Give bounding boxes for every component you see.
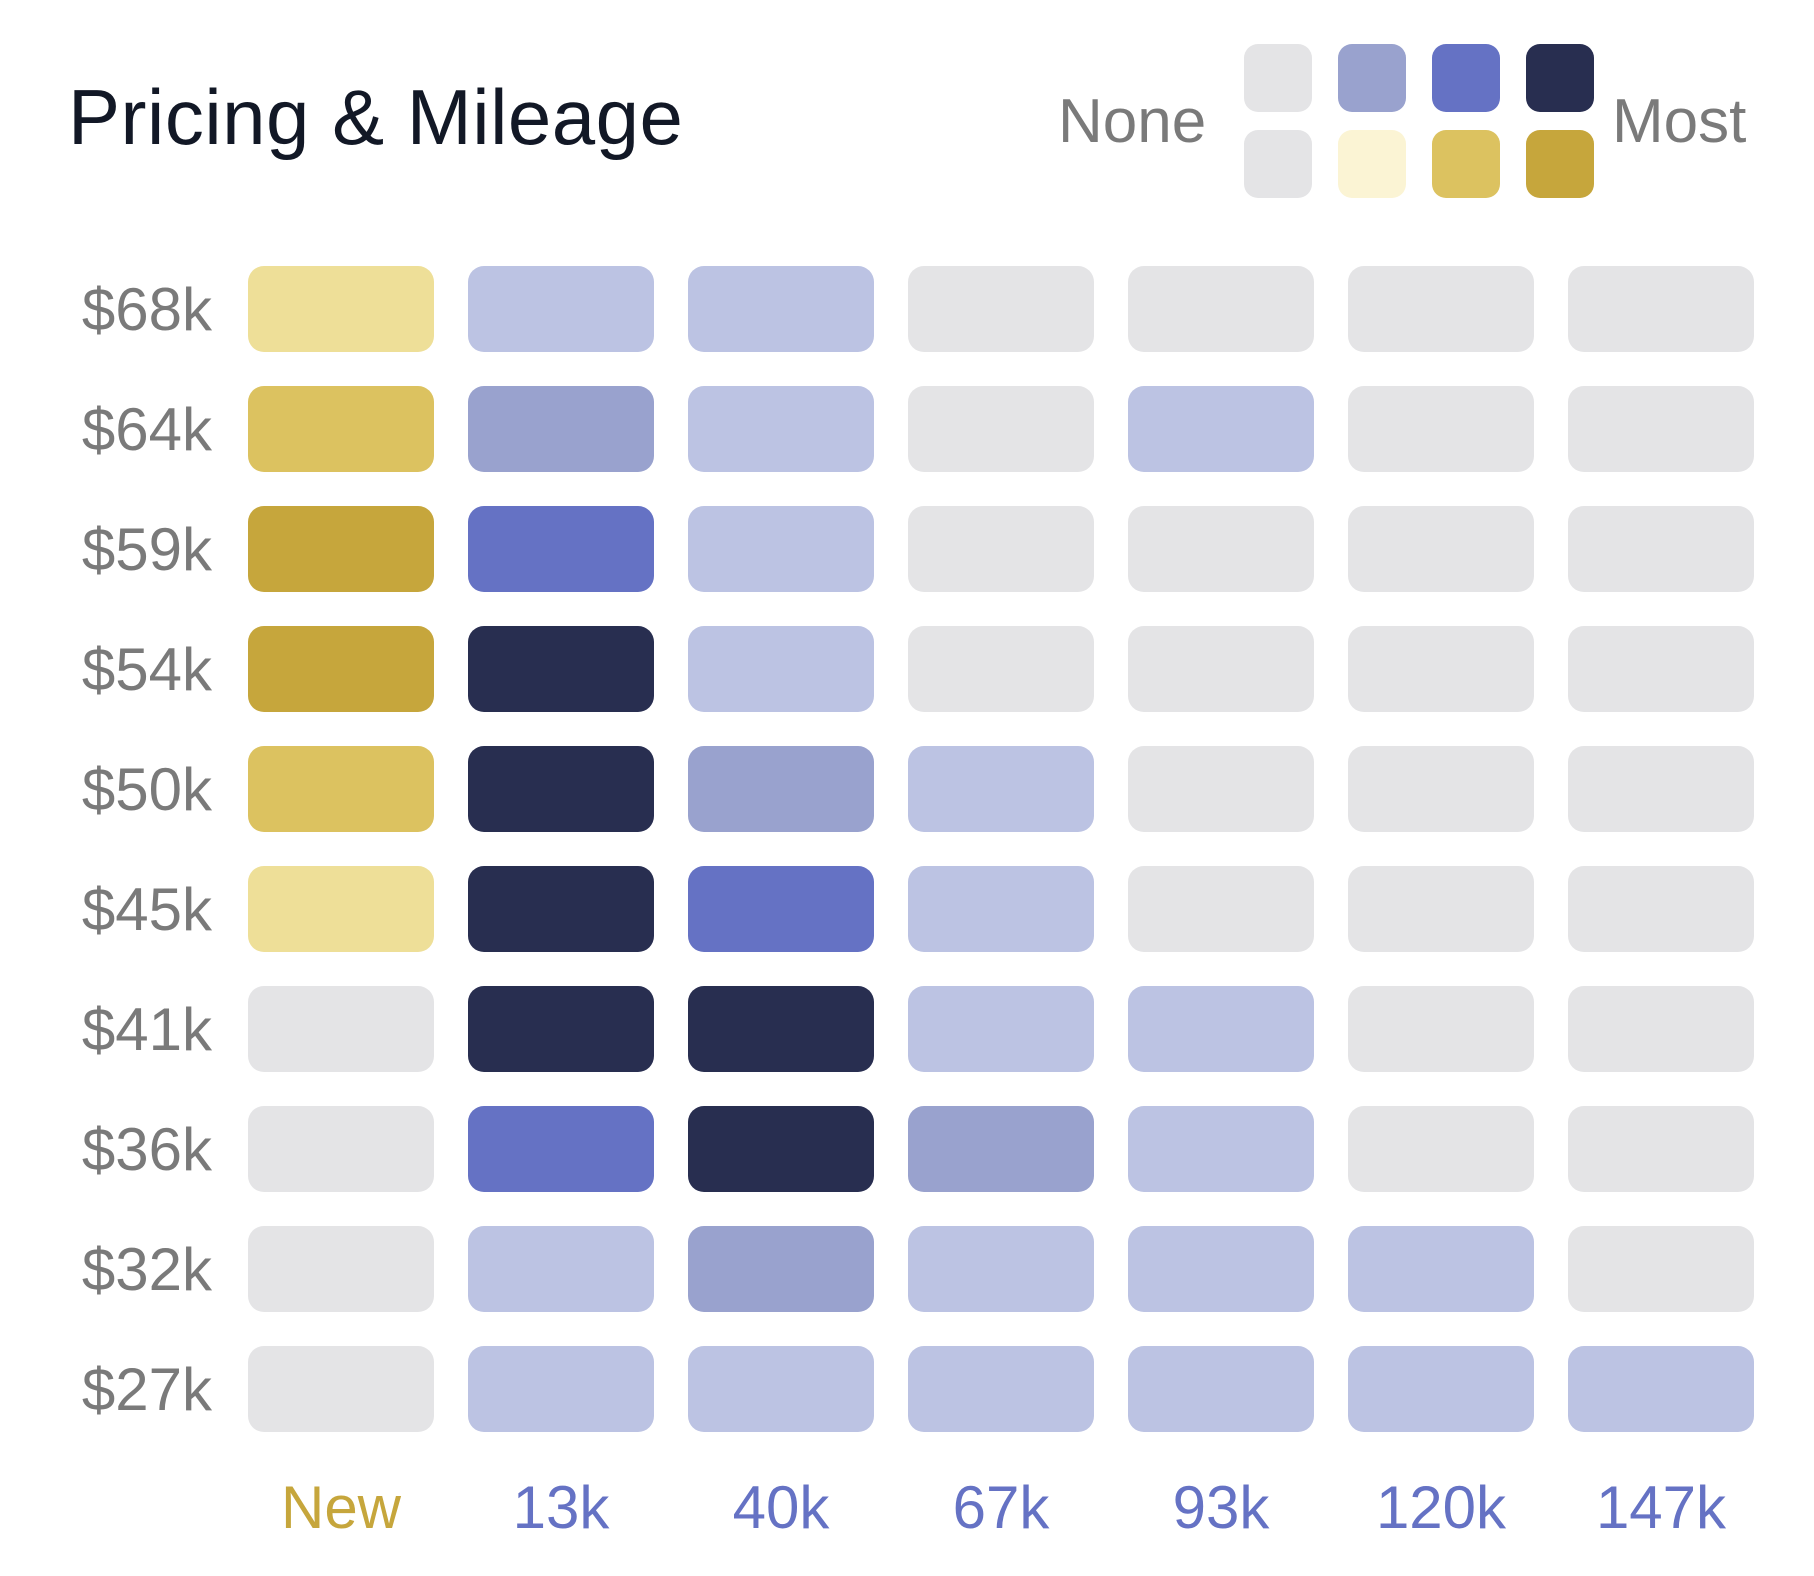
heatmap-cell bbox=[248, 1106, 434, 1192]
heatmap-cell bbox=[468, 626, 654, 712]
heatmap-cell bbox=[908, 1226, 1094, 1312]
heatmap-cell bbox=[468, 266, 654, 352]
y-tick-label: $59k bbox=[82, 516, 213, 583]
heatmap-cell bbox=[908, 1346, 1094, 1432]
heatmap-cell bbox=[248, 386, 434, 472]
heatmap-cell bbox=[468, 506, 654, 592]
x-tick-label: New bbox=[281, 1474, 402, 1541]
legend-most-label: Most bbox=[1612, 87, 1747, 156]
heatmap-cell bbox=[1348, 506, 1534, 592]
heatmap-cell bbox=[468, 1106, 654, 1192]
y-tick-label: $27k bbox=[82, 1356, 213, 1423]
y-tick-label: $64k bbox=[82, 396, 213, 463]
x-tick-label: 120k bbox=[1376, 1474, 1507, 1541]
heatmap-cell bbox=[1348, 746, 1534, 832]
heatmap-cell bbox=[1348, 386, 1534, 472]
heatmap-cell bbox=[1568, 386, 1754, 472]
heatmap-cell bbox=[468, 986, 654, 1072]
heatmap-cell bbox=[1348, 266, 1534, 352]
heatmap-cell bbox=[468, 746, 654, 832]
legend-none-label: None bbox=[1058, 87, 1207, 156]
legend-swatch-blue-2 bbox=[1432, 44, 1500, 112]
x-tick-label: 147k bbox=[1596, 1474, 1727, 1541]
heatmap-cell bbox=[1128, 1226, 1314, 1312]
legend-swatch-gold-0 bbox=[1244, 130, 1312, 198]
heatmap-cell bbox=[248, 1226, 434, 1312]
legend-swatch-blue-0 bbox=[1244, 44, 1312, 112]
heatmap-cell bbox=[1128, 266, 1314, 352]
heatmap-cell bbox=[1568, 1226, 1754, 1312]
heatmap-cell bbox=[1348, 1346, 1534, 1432]
heatmap-cell bbox=[688, 986, 874, 1072]
heatmap-cell bbox=[688, 626, 874, 712]
heatmap-cell bbox=[688, 1106, 874, 1192]
heatmap-cell bbox=[908, 506, 1094, 592]
heatmap-cell bbox=[248, 986, 434, 1072]
heatmap-cell bbox=[908, 746, 1094, 832]
heatmap-cell bbox=[688, 386, 874, 472]
heatmap-cell bbox=[1568, 266, 1754, 352]
heatmap-cell bbox=[248, 1346, 434, 1432]
heatmap-cell bbox=[1568, 1346, 1754, 1432]
legend-swatch-blue-3 bbox=[1526, 44, 1594, 112]
heatmap-cell bbox=[468, 386, 654, 472]
heatmap-cell bbox=[248, 866, 434, 952]
heatmap-cell bbox=[248, 626, 434, 712]
heatmap-cell bbox=[1348, 626, 1534, 712]
heatmap-cell bbox=[1128, 866, 1314, 952]
heatmap-cell bbox=[688, 746, 874, 832]
legend-swatch-gold-1 bbox=[1338, 130, 1406, 198]
heatmap-cell bbox=[1568, 1106, 1754, 1192]
heatmap-cell bbox=[908, 866, 1094, 952]
y-tick-label: $45k bbox=[82, 876, 213, 943]
heatmap-cell bbox=[1348, 1106, 1534, 1192]
heatmap-cell bbox=[1128, 986, 1314, 1072]
heatmap-cell bbox=[1128, 746, 1314, 832]
heatmap-cell bbox=[468, 1346, 654, 1432]
heatmap-cell bbox=[908, 386, 1094, 472]
heatmap-cell bbox=[468, 1226, 654, 1312]
heatmap-cell bbox=[468, 866, 654, 952]
heatmap-cell bbox=[908, 266, 1094, 352]
chart-title: Pricing & Mileage bbox=[68, 73, 684, 161]
heatmap-cell bbox=[1568, 866, 1754, 952]
x-tick-label: 40k bbox=[733, 1474, 831, 1541]
heatmap-cell bbox=[1128, 1106, 1314, 1192]
heatmap-cell bbox=[688, 866, 874, 952]
y-tick-label: $32k bbox=[82, 1236, 213, 1303]
heatmap-cell bbox=[1348, 866, 1534, 952]
legend-swatch-blue-1 bbox=[1338, 44, 1406, 112]
heatmap-cell bbox=[1128, 506, 1314, 592]
y-tick-label: $41k bbox=[82, 996, 213, 1063]
heatmap-cell bbox=[1568, 506, 1754, 592]
y-tick-label: $68k bbox=[82, 276, 213, 343]
heatmap-cell bbox=[908, 1106, 1094, 1192]
heatmap-cell bbox=[248, 266, 434, 352]
heatmap-cell bbox=[248, 746, 434, 832]
x-tick-label: 93k bbox=[1173, 1474, 1271, 1541]
x-tick-label: 13k bbox=[513, 1474, 611, 1541]
heatmap-cell bbox=[1128, 386, 1314, 472]
y-tick-label: $36k bbox=[82, 1116, 213, 1183]
heatmap-cell bbox=[688, 1226, 874, 1312]
heatmap-cell bbox=[908, 986, 1094, 1072]
heatmap-cell bbox=[248, 506, 434, 592]
heatmap-cell bbox=[688, 1346, 874, 1432]
heatmap-cell bbox=[1128, 1346, 1314, 1432]
heatmap-cell bbox=[688, 506, 874, 592]
heatmap-cell bbox=[688, 266, 874, 352]
heatmap-cell bbox=[1348, 1226, 1534, 1312]
heatmap-cell bbox=[1568, 746, 1754, 832]
heatmap-cell bbox=[1128, 626, 1314, 712]
x-tick-label: 67k bbox=[953, 1474, 1051, 1541]
legend-swatch-gold-3 bbox=[1526, 130, 1594, 198]
heatmap-cell bbox=[1568, 626, 1754, 712]
heatmap-cell bbox=[908, 626, 1094, 712]
heatmap-cell bbox=[1568, 986, 1754, 1072]
heatmap-cell bbox=[1348, 986, 1534, 1072]
y-tick-label: $54k bbox=[82, 636, 213, 703]
legend-swatch-gold-2 bbox=[1432, 130, 1500, 198]
y-tick-label: $50k bbox=[82, 756, 213, 823]
